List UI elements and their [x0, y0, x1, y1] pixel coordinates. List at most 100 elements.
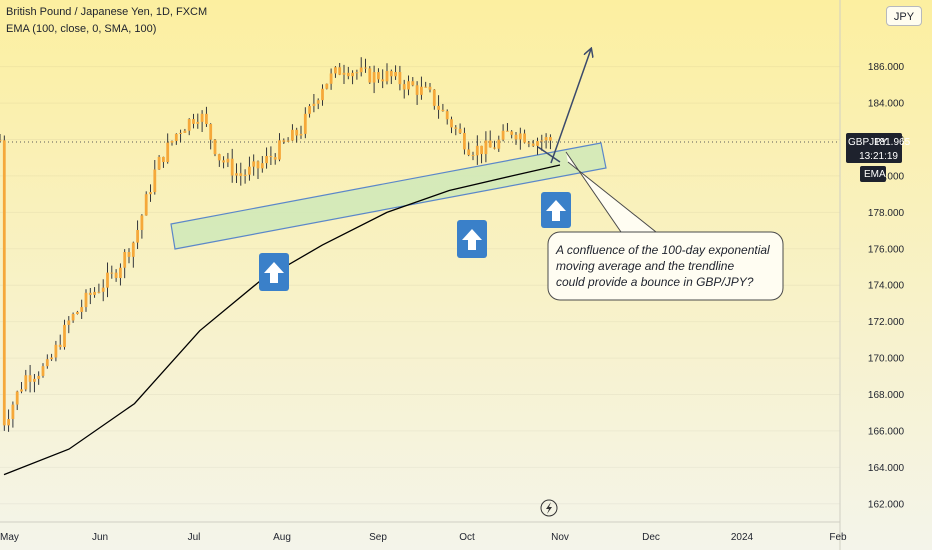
- candle: [88, 287, 92, 305]
- candle-body: [248, 166, 251, 175]
- candle-body: [467, 149, 471, 156]
- candle-body: [471, 155, 475, 157]
- candle-body: [45, 359, 49, 367]
- candle: [523, 129, 526, 144]
- candle: [256, 160, 260, 180]
- callout-box: [547, 231, 784, 301]
- candle-body: [286, 140, 290, 142]
- candle-body: [20, 389, 23, 392]
- candle: [37, 371, 41, 385]
- candle: [209, 123, 213, 150]
- candle: [480, 145, 483, 164]
- candle-body: [531, 143, 535, 146]
- candle-body: [441, 109, 445, 112]
- y-tick-label: 166.000: [868, 426, 905, 437]
- candle: [179, 129, 182, 143]
- candle-body: [127, 252, 131, 257]
- candle-body: [303, 113, 307, 134]
- candle: [497, 135, 501, 152]
- x-tick-label: Jun: [92, 532, 108, 543]
- candle: [549, 134, 552, 150]
- candle-body: [71, 314, 75, 321]
- projection-pullback: [537, 146, 561, 163]
- candle: [445, 109, 449, 125]
- candle-body: [205, 113, 208, 125]
- time-axis[interactable]: May Jun Jul Aug Sep Oct Nov Dec 2024 Feb: [0, 532, 847, 543]
- x-tick-label: Dec: [642, 532, 660, 543]
- candle: [269, 146, 273, 165]
- candle-body: [170, 141, 174, 143]
- candle: [183, 128, 187, 133]
- candle: [0, 134, 2, 142]
- projection-arrow: [550, 49, 591, 164]
- candle-body: [162, 156, 165, 163]
- candle: [114, 269, 118, 282]
- candle: [54, 340, 58, 362]
- candle-body: [389, 71, 393, 77]
- price-tag-price: 181.965: [874, 137, 911, 148]
- currency-button[interactable]: JPY: [886, 6, 922, 26]
- candle: [342, 64, 346, 85]
- candle: [531, 139, 535, 147]
- candle-body: [291, 129, 294, 141]
- candle-body: [321, 88, 324, 101]
- candle-body: [334, 67, 337, 74]
- x-tick-label: Aug: [273, 532, 291, 543]
- lightning-button[interactable]: [540, 499, 558, 517]
- candle-body: [523, 133, 526, 143]
- candle: [71, 312, 75, 323]
- candle: [80, 299, 84, 319]
- candle: [286, 137, 290, 142]
- candle: [123, 249, 127, 279]
- candle-body: [420, 86, 423, 95]
- candle-body: [15, 391, 19, 405]
- candle-body: [119, 267, 122, 278]
- candle-body: [80, 307, 84, 312]
- candle-body: [166, 142, 170, 163]
- y-tick-label: 170.000: [868, 354, 905, 365]
- candle: [536, 137, 539, 155]
- candle: [45, 354, 49, 369]
- y-tick-label: 184.000: [868, 99, 905, 110]
- candle-body: [157, 156, 161, 170]
- candle: [291, 124, 294, 141]
- candle-body: [377, 72, 380, 80]
- candle-body: [278, 140, 281, 160]
- candle-body: [0, 140, 2, 142]
- candle-body: [144, 194, 148, 216]
- candle: [33, 373, 36, 393]
- candle: [63, 319, 66, 350]
- candle-body: [411, 81, 415, 86]
- candle: [157, 155, 161, 170]
- y-tick-label: 180.000: [868, 171, 905, 182]
- candle: [196, 113, 200, 129]
- candle-body: [488, 140, 492, 148]
- candle-body: [424, 86, 428, 88]
- candle-body: [514, 134, 518, 140]
- candle: [187, 118, 191, 136]
- candle: [144, 191, 148, 216]
- candle-body: [295, 129, 299, 136]
- candle-body: [222, 160, 225, 163]
- candle: [493, 140, 496, 150]
- x-tick-label: 2024: [731, 532, 754, 543]
- candle-body: [269, 156, 273, 158]
- candle: [131, 241, 135, 268]
- candle: [273, 153, 277, 165]
- candle: [222, 156, 225, 169]
- candle: [41, 363, 45, 378]
- callout: A confluence of the 100-day exponential m…: [547, 151, 784, 301]
- candle-body: [407, 81, 410, 90]
- up-arrow-icon: [546, 200, 566, 221]
- y-tick-label: 186.000: [868, 62, 905, 73]
- candle-body: [497, 139, 501, 149]
- candle-body: [480, 145, 483, 155]
- candle: [450, 116, 453, 134]
- candle-body: [192, 119, 195, 124]
- candle: [463, 127, 466, 155]
- y-tick-label: 172.000: [868, 317, 905, 328]
- candle: [381, 69, 385, 89]
- indicator-legend[interactable]: EMA (100, close, 0, SMA, 100): [6, 23, 157, 35]
- candle: [127, 248, 131, 264]
